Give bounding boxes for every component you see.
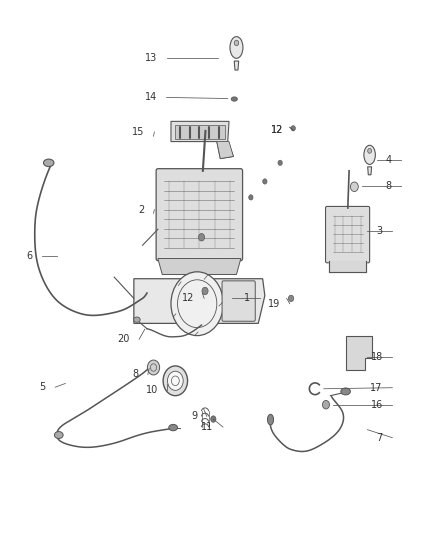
Text: 17: 17 bbox=[371, 383, 383, 393]
Ellipse shape bbox=[268, 414, 274, 425]
Polygon shape bbox=[134, 279, 265, 324]
Ellipse shape bbox=[169, 424, 177, 431]
Ellipse shape bbox=[364, 146, 375, 165]
Ellipse shape bbox=[43, 159, 54, 166]
Text: 20: 20 bbox=[117, 334, 130, 344]
Polygon shape bbox=[158, 259, 241, 274]
Text: 8: 8 bbox=[385, 181, 392, 191]
Text: 2: 2 bbox=[138, 205, 145, 215]
Circle shape bbox=[148, 360, 159, 375]
Text: 12: 12 bbox=[271, 125, 284, 135]
Circle shape bbox=[198, 233, 205, 241]
FancyBboxPatch shape bbox=[325, 206, 370, 263]
Ellipse shape bbox=[230, 37, 243, 58]
Ellipse shape bbox=[231, 97, 237, 101]
Circle shape bbox=[288, 295, 293, 302]
Circle shape bbox=[367, 149, 371, 154]
Circle shape bbox=[263, 179, 267, 184]
Text: 15: 15 bbox=[132, 127, 145, 137]
Text: 7: 7 bbox=[377, 433, 383, 443]
Circle shape bbox=[163, 366, 187, 395]
FancyBboxPatch shape bbox=[156, 168, 243, 261]
FancyBboxPatch shape bbox=[222, 281, 255, 321]
Circle shape bbox=[171, 272, 223, 336]
Text: 12: 12 bbox=[182, 293, 194, 303]
Polygon shape bbox=[367, 167, 371, 175]
Ellipse shape bbox=[54, 432, 63, 439]
Circle shape bbox=[278, 160, 283, 165]
Circle shape bbox=[211, 416, 216, 422]
Text: 8: 8 bbox=[132, 369, 138, 379]
Text: 14: 14 bbox=[145, 92, 157, 102]
Circle shape bbox=[249, 195, 253, 200]
Text: 19: 19 bbox=[268, 298, 280, 309]
Ellipse shape bbox=[134, 317, 140, 322]
Text: 12: 12 bbox=[271, 125, 284, 135]
Text: 9: 9 bbox=[191, 411, 197, 422]
Text: 13: 13 bbox=[145, 53, 157, 62]
Circle shape bbox=[291, 126, 295, 131]
Circle shape bbox=[234, 41, 239, 46]
Circle shape bbox=[350, 182, 358, 191]
Polygon shape bbox=[346, 336, 372, 370]
Text: 3: 3 bbox=[377, 226, 383, 236]
Text: 4: 4 bbox=[385, 155, 392, 165]
Polygon shape bbox=[175, 125, 225, 139]
Circle shape bbox=[202, 287, 208, 295]
Text: 10: 10 bbox=[145, 385, 158, 395]
Polygon shape bbox=[329, 261, 366, 272]
Text: 5: 5 bbox=[39, 382, 46, 392]
Polygon shape bbox=[234, 61, 239, 70]
Text: 11: 11 bbox=[201, 422, 213, 432]
Circle shape bbox=[322, 400, 329, 409]
Circle shape bbox=[167, 371, 183, 390]
Polygon shape bbox=[171, 122, 233, 159]
Text: 16: 16 bbox=[371, 400, 383, 410]
Text: 6: 6 bbox=[26, 251, 32, 261]
Polygon shape bbox=[217, 142, 233, 159]
Ellipse shape bbox=[341, 388, 350, 395]
Text: 18: 18 bbox=[371, 352, 383, 362]
Text: 1: 1 bbox=[244, 293, 251, 303]
